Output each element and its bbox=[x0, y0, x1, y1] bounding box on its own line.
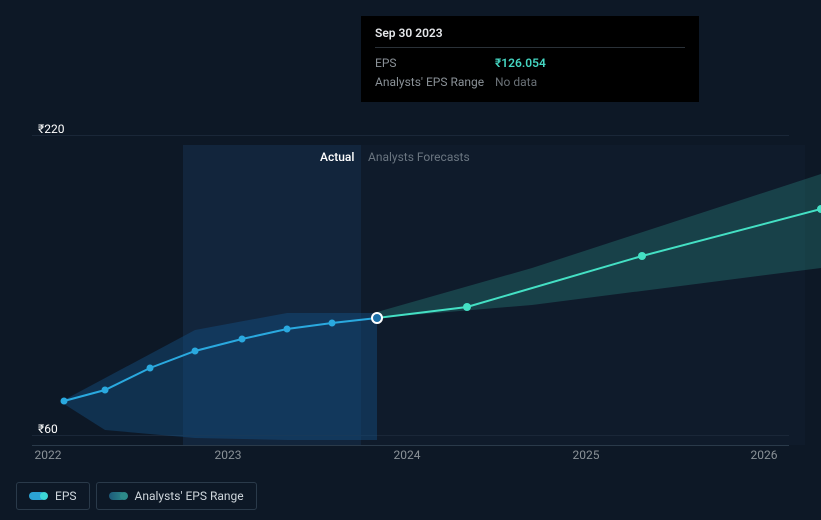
gridline-bottom bbox=[32, 445, 789, 446]
x-axis: 2022 2023 2024 2025 2026 bbox=[16, 448, 805, 468]
tooltip-row: Analysts' EPS Range No data bbox=[375, 73, 685, 92]
x-tick-label: 2025 bbox=[573, 448, 600, 462]
tooltip-value: No data bbox=[495, 73, 537, 92]
legend-item-eps[interactable]: EPS bbox=[16, 482, 90, 510]
eps-marker[interactable] bbox=[239, 336, 246, 343]
tooltip-value: ₹126.054 bbox=[495, 54, 546, 73]
eps-marker[interactable] bbox=[102, 387, 109, 394]
eps-marker[interactable] bbox=[329, 320, 336, 327]
legend-label: EPS bbox=[55, 489, 77, 503]
legend: EPS Analysts' EPS Range bbox=[16, 482, 257, 510]
eps-marker[interactable] bbox=[284, 326, 291, 333]
highlight-marker[interactable] bbox=[372, 313, 382, 323]
tooltip-label: Analysts' EPS Range bbox=[375, 73, 495, 92]
chart-plot-area: ₹220 ₹60 Actual Analysts Forecasts Sep 3… bbox=[16, 0, 805, 445]
x-tick-label: 2024 bbox=[394, 448, 421, 462]
chart-tooltip: Sep 30 2023 EPS ₹126.054 Analysts' EPS R… bbox=[361, 16, 699, 102]
legend-swatch-icon bbox=[29, 492, 45, 500]
tooltip-label: EPS bbox=[375, 54, 495, 73]
legend-item-range[interactable]: Analysts' EPS Range bbox=[96, 482, 257, 510]
legend-label: Analysts' EPS Range bbox=[135, 489, 244, 503]
range-actual-area bbox=[64, 313, 377, 440]
eps-forecast-marker[interactable] bbox=[638, 252, 646, 260]
range-forecast-area bbox=[377, 174, 821, 318]
x-tick-label: 2023 bbox=[215, 448, 242, 462]
x-tick-label: 2022 bbox=[35, 448, 62, 462]
eps-forecast-marker[interactable] bbox=[463, 303, 471, 311]
x-tick-label: 2026 bbox=[751, 448, 778, 462]
eps-marker[interactable] bbox=[192, 348, 199, 355]
tooltip-date: Sep 30 2023 bbox=[375, 26, 685, 48]
tooltip-row: EPS ₹126.054 bbox=[375, 54, 685, 73]
legend-swatch-icon bbox=[109, 492, 125, 500]
eps-marker[interactable] bbox=[61, 398, 68, 405]
eps-marker[interactable] bbox=[147, 365, 154, 372]
